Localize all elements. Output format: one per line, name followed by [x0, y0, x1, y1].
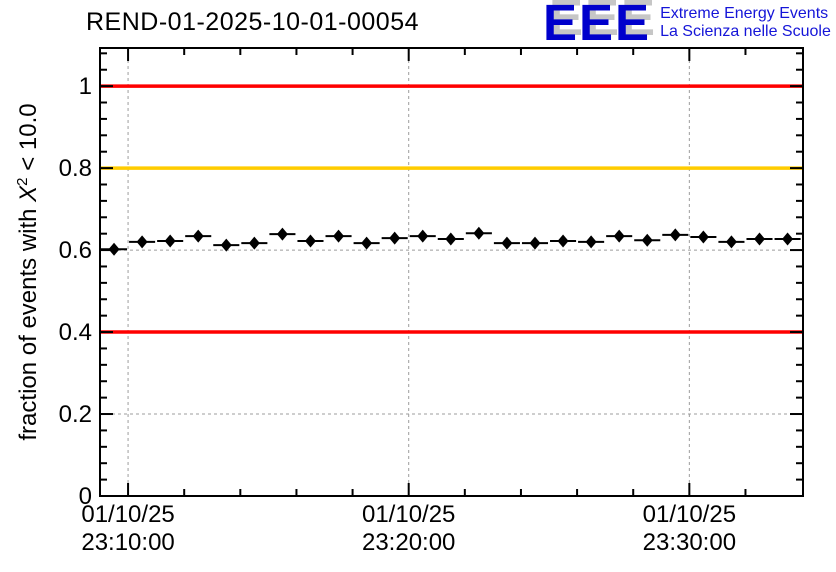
data-point-marker [641, 233, 653, 247]
y-tick-label: 0.6 [59, 237, 92, 264]
x-tick-time-label: 23:20:00 [362, 529, 455, 556]
data-point-marker [725, 235, 737, 249]
data-point-marker [613, 229, 625, 243]
data-point-marker [220, 238, 232, 252]
data-point-marker [473, 226, 485, 240]
data-point-marker [361, 236, 373, 250]
data-point-marker [669, 228, 681, 242]
data-point-marker [754, 232, 766, 246]
data-point-marker [164, 234, 176, 248]
data-point-marker [417, 229, 429, 243]
y-axis-title-suffix: < 10.0 [15, 103, 42, 178]
x-tick-date-label: 01/10/25 [81, 501, 174, 528]
data-point-marker [276, 227, 288, 241]
data-point-marker [136, 235, 148, 249]
data-point-marker [557, 234, 569, 248]
data-point-marker [304, 234, 316, 248]
data-point-marker [585, 235, 597, 249]
data-point-marker [192, 229, 204, 243]
eee-logo-acronym: EEE [543, 0, 652, 51]
x-tick-time-label: 23:10:00 [81, 529, 174, 556]
y-axis-title: fraction of events with X2 < 10.0 [14, 42, 45, 502]
eee-logo-line1: Extreme Energy Events [660, 5, 829, 22]
data-point-marker [108, 242, 120, 256]
y-axis-title-prefix: fraction of events with [15, 201, 42, 441]
data-point-marker [697, 230, 709, 244]
data-point-marker [529, 236, 541, 250]
x-tick-date-label: 01/10/25 [643, 501, 736, 528]
chi2-superscript: 2 [14, 177, 31, 186]
data-point-marker [501, 236, 513, 250]
y-tick-label: 0.4 [59, 319, 92, 346]
page-title: REND-01-2025-10-01-00054 [86, 8, 420, 36]
x-tick-date-label: 01/10/25 [362, 501, 455, 528]
y-tick-label: 1 [79, 73, 92, 100]
data-point-marker [445, 232, 457, 246]
data-point-marker [333, 229, 345, 243]
eee-logo: EEE Extreme Energy Events La Scienza nel… [543, 0, 831, 51]
chi2-symbol: X [15, 185, 42, 202]
y-tick-label: 0.8 [59, 155, 92, 182]
eee-logo-text: Extreme Energy Events La Scienza nelle S… [660, 1, 831, 41]
data-point-marker [248, 236, 260, 250]
plot-frame [99, 47, 804, 497]
eee-logo-line2: La Scienza nelle Scuole [660, 23, 831, 40]
y-tick-label: 0.2 [59, 401, 92, 428]
data-point-marker [389, 231, 401, 245]
x-tick-time-label: 23:30:00 [643, 529, 736, 556]
data-point-marker [782, 232, 794, 246]
y-tick-label: 0 [79, 483, 92, 510]
